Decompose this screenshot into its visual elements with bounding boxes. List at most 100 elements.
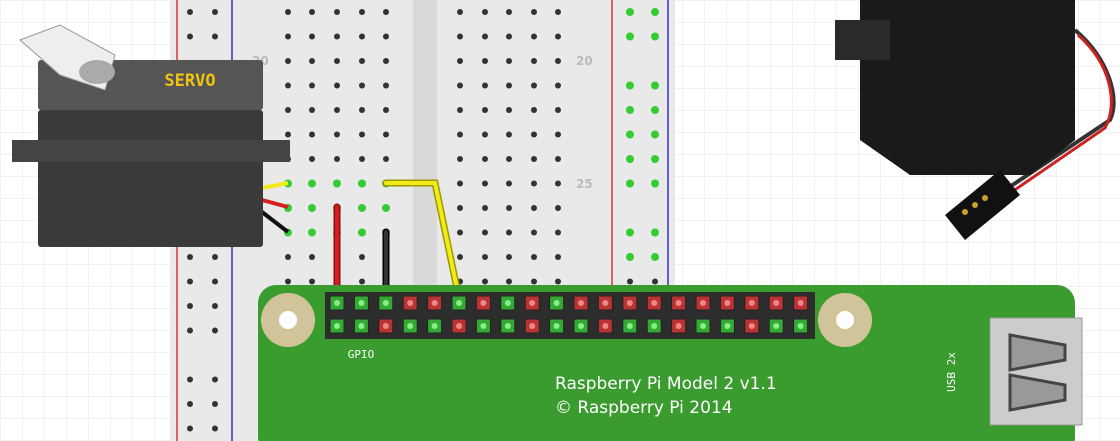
hole	[531, 58, 537, 64]
hole	[334, 107, 340, 113]
gpio-label: GPIO	[348, 348, 375, 361]
gpio-pin-hole	[602, 300, 608, 306]
hole	[531, 156, 537, 162]
hole	[187, 9, 193, 15]
hole	[212, 254, 218, 260]
hole	[531, 230, 537, 236]
hole	[334, 9, 340, 15]
hole	[482, 34, 488, 40]
gpio-pin-hole	[334, 300, 340, 306]
row-label: 25	[576, 177, 593, 191]
hole	[651, 253, 659, 261]
board-copyright: © Raspberry Pi 2014	[555, 398, 733, 418]
hole	[383, 9, 389, 15]
hole	[285, 107, 291, 113]
hole	[187, 401, 193, 407]
hole	[309, 254, 315, 260]
hole	[285, 132, 291, 138]
gpio-pin-hole	[627, 300, 633, 306]
hole	[506, 181, 512, 187]
hole	[212, 34, 218, 40]
hole	[531, 254, 537, 260]
hole	[482, 230, 488, 236]
hole	[651, 131, 659, 139]
hole	[285, 83, 291, 89]
hole	[457, 230, 463, 236]
fritzing-diagram: 20 20 25 SERVO G	[0, 0, 1120, 441]
hole	[482, 279, 488, 285]
gpio-pin-hole	[529, 300, 535, 306]
hole	[359, 254, 365, 260]
gpio-pin-hole	[627, 323, 633, 329]
gpio-pin-hole	[334, 323, 340, 329]
hole	[382, 204, 390, 212]
hole	[651, 155, 659, 163]
hole	[383, 58, 389, 64]
gpio-pin-hole	[407, 323, 413, 329]
gpio-pin-hole	[651, 300, 657, 306]
hole	[626, 229, 634, 237]
hole	[506, 254, 512, 260]
hole	[555, 34, 561, 40]
hole	[652, 279, 658, 285]
gpio-pin-hole	[505, 300, 511, 306]
hole	[506, 107, 512, 113]
hole	[555, 9, 561, 15]
hole	[308, 180, 316, 188]
hole	[187, 34, 193, 40]
hole	[334, 34, 340, 40]
gpio-pin-hole	[798, 300, 804, 306]
hole	[309, 9, 315, 15]
gpio-pin-hole	[505, 323, 511, 329]
hole	[383, 107, 389, 113]
gpio-pin-hole	[676, 300, 682, 306]
hole	[309, 156, 315, 162]
hole	[187, 328, 193, 334]
gpio-pin-hole	[578, 300, 584, 306]
gpio-pin-hole	[407, 300, 413, 306]
hole	[626, 82, 634, 90]
hole	[555, 58, 561, 64]
gpio-pin-hole	[432, 300, 438, 306]
hole	[187, 377, 193, 383]
hole	[531, 132, 537, 138]
hole	[626, 131, 634, 139]
hole	[531, 279, 537, 285]
hole	[626, 180, 634, 188]
hole	[187, 254, 193, 260]
hole	[383, 132, 389, 138]
hole	[308, 229, 316, 237]
hole	[309, 34, 315, 40]
hole	[187, 279, 193, 285]
hole	[482, 9, 488, 15]
hole	[651, 8, 659, 16]
hole	[555, 132, 561, 138]
gpio-pin-hole	[456, 323, 462, 329]
hole	[457, 83, 463, 89]
hole	[358, 204, 366, 212]
hole	[555, 254, 561, 260]
hole	[555, 279, 561, 285]
gpio-pin-hole	[554, 323, 560, 329]
hole	[651, 229, 659, 237]
hole	[457, 9, 463, 15]
hole	[555, 107, 561, 113]
hole	[626, 106, 634, 114]
hole	[309, 132, 315, 138]
gpio-pin-hole	[749, 323, 755, 329]
hole	[651, 180, 659, 188]
gpio-pin-hole	[578, 323, 584, 329]
hole	[651, 82, 659, 90]
hole	[651, 33, 659, 41]
hole	[627, 279, 633, 285]
hole	[359, 9, 365, 15]
hole	[309, 107, 315, 113]
raspberry-pi: GPIO Raspberry Pi Model 2 v1.1 © Raspber…	[258, 285, 1082, 441]
hole	[531, 34, 537, 40]
hole	[482, 205, 488, 211]
hole	[212, 303, 218, 309]
gpio-pin-hole	[724, 323, 730, 329]
hole	[212, 279, 218, 285]
gpio-pin-hole	[383, 323, 389, 329]
hole	[212, 426, 218, 432]
